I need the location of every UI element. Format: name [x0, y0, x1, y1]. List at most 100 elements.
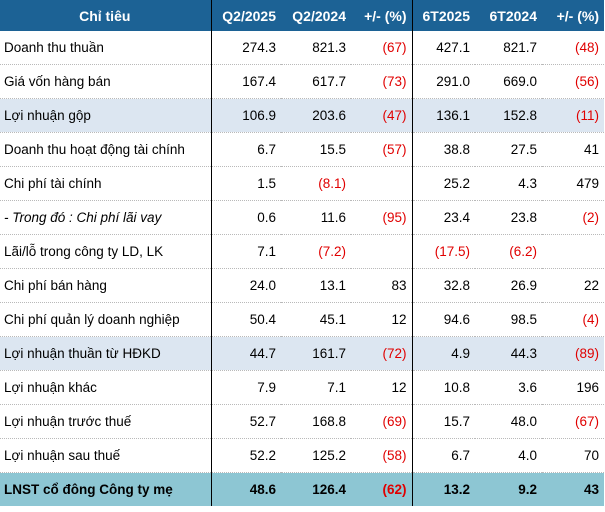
cell-q2-2025: 7.9: [211, 370, 281, 405]
row-label: Doanh thu thuần: [0, 31, 212, 65]
cell-q2-2025: 52.2: [211, 438, 281, 473]
cell-q-change: 83: [351, 268, 413, 303]
cell-q2-2024: (8.1): [281, 166, 351, 201]
cell-q2-2025: 50.4: [211, 302, 281, 337]
table-row: Chi phí bán hàng 24.0 13.1 83 32.8 26.9 22: [0, 268, 604, 303]
cell-6t2024: 44.3: [475, 336, 542, 371]
cell-6t2025: 136.1: [412, 98, 475, 133]
cell-6t2025: 94.6: [412, 302, 475, 337]
cell-6t2025: 38.8: [412, 132, 475, 167]
cell-q2-2025: 44.7: [211, 336, 281, 371]
cell-q-change: (69): [351, 404, 413, 439]
cell-q2-2024: (7.2): [281, 234, 351, 269]
cell-6t2024: 23.8: [475, 200, 542, 235]
header-q-change: +/- (%): [351, 0, 413, 31]
cell-6t-change: (56): [542, 64, 604, 99]
row-label: Lợi nhuận sau thuế: [0, 438, 212, 473]
cell-6t2024: 26.9: [475, 268, 542, 303]
cell-6t2025: 427.1: [412, 31, 475, 65]
row-label: LNST cổ đông Công ty mẹ: [0, 472, 212, 506]
table-row: Lợi nhuận trước thuế 52.7 168.8 (69) 15.7 48.…: [0, 404, 604, 439]
cell-q-change: (73): [351, 64, 413, 99]
cell-q2-2025: 7.1: [211, 234, 281, 269]
row-label: Chi phí bán hàng: [0, 268, 212, 303]
cell-q2-2024: 161.7: [281, 336, 351, 371]
row-label: Lợi nhuận gộp: [0, 98, 212, 133]
header-6t-change: +/- (%): [542, 0, 604, 31]
cell-q2-2024: 125.2: [281, 438, 351, 473]
cell-q2-2024: 45.1: [281, 302, 351, 337]
table-row: Lợi nhuận gộp 106.9 203.6 (47) 136.1 152.8 (11…: [0, 98, 604, 133]
cell-q2-2025: 274.3: [211, 31, 281, 65]
row-label: Doanh thu hoạt động tài chính: [0, 132, 212, 167]
cell-6t2025: 15.7: [412, 404, 475, 439]
cell-q2-2024: 13.1: [281, 268, 351, 303]
cell-q2-2025: 106.9: [211, 98, 281, 133]
cell-6t-change: 70: [542, 438, 604, 473]
cell-6t-change: 41: [542, 132, 604, 167]
header-row: Chỉ tiêu Q2/2025 Q2/2024 +/- (%) 6T2025 …: [0, 0, 604, 31]
cell-6t-change: (11): [542, 98, 604, 133]
table-row: Chi phí quản lý doanh nghiệp 50.4 45.1 12 94…: [0, 302, 604, 337]
row-label: Chi phí quản lý doanh nghiệp: [0, 302, 212, 337]
cell-q2-2025: 0.6: [211, 200, 281, 235]
cell-q2-2024: 126.4: [281, 472, 351, 506]
cell-q2-2024: 617.7: [281, 64, 351, 99]
cell-6t2024: 4.3: [475, 166, 542, 201]
header-6t2025: 6T2025: [412, 0, 475, 31]
table-row: Doanh thu thuần 274.3 821.3 (67) 427.1 821.7(…: [0, 31, 604, 65]
cell-q2-2025: 6.7: [211, 132, 281, 167]
cell-6t-change: 479: [542, 166, 604, 201]
header-6t2024: 6T2024: [475, 0, 542, 31]
cell-6t2024: 9.2: [475, 472, 542, 506]
cell-6t2024: 98.5: [475, 302, 542, 337]
cell-6t2025: 4.9: [412, 336, 475, 371]
table-row: Chi phí tài chính 1.5 (8.1) 25.2 4.3 479: [0, 166, 604, 201]
row-label: - Trong đó : Chi phí lãi vay: [0, 200, 212, 235]
header-q2-2024: Q2/2024: [281, 0, 351, 31]
cell-6t2024: 48.0: [475, 404, 542, 439]
cell-q-change: [351, 234, 413, 269]
cell-q-change: (72): [351, 336, 413, 371]
cell-6t2025: 13.2: [412, 472, 475, 506]
cell-q2-2024: 203.6: [281, 98, 351, 133]
cell-q-change: (58): [351, 438, 413, 473]
table-row: Lãi/lỗ trong công ty LD, LK 7.1 (7.2) (17.5…: [0, 234, 604, 269]
total-row: LNST cổ đông Công ty mẹ 48.6 126.4 (62) 13.2…: [0, 472, 604, 506]
table-row: Lợi nhuận thuần từ HĐKD 44.7 161.7 (72) 4.9 4…: [0, 336, 604, 371]
table-row: Giá vốn hàng bán 167.4 617.7 (73) 291.0 669.0…: [0, 64, 604, 99]
cell-6t-change: (4): [542, 302, 604, 337]
cell-6t-change: (2): [542, 200, 604, 235]
header-q2-2025: Q2/2025: [211, 0, 281, 31]
cell-6t2024: (6.2): [475, 234, 542, 269]
cell-q2-2024: 168.8: [281, 404, 351, 439]
table-row: - Trong đó : Chi phí lãi vay 0.6 11.6 (95) 2…: [0, 200, 604, 235]
cell-6t2025: 291.0: [412, 64, 475, 99]
cell-q2-2025: 48.6: [211, 472, 281, 506]
cell-q2-2025: 24.0: [211, 268, 281, 303]
cell-6t2024: 3.6: [475, 370, 542, 405]
row-label: Lợi nhuận trước thuế: [0, 404, 212, 439]
cell-q2-2024: 15.5: [281, 132, 351, 167]
table-body: Doanh thu thuần 274.3 821.3 (67) 427.1 821.7(…: [0, 31, 604, 506]
cell-6t2025: 32.8: [412, 268, 475, 303]
table-row: Lợi nhuận sau thuế 52.2 125.2 (58) 6.7 4.0 70: [0, 438, 604, 473]
cell-6t-change: (48): [542, 31, 604, 65]
cell-6t2024: 821.7: [475, 31, 542, 65]
cell-q-change: (47): [351, 98, 413, 133]
cell-6t2024: 27.5: [475, 132, 542, 167]
row-label: Giá vốn hàng bán: [0, 64, 212, 99]
row-label: Chi phí tài chính: [0, 166, 212, 201]
cell-q-change: (95): [351, 200, 413, 235]
table-row: Doanh thu hoạt động tài chính 6.7 15.5 (57)…: [0, 132, 604, 167]
cell-q-change: (57): [351, 132, 413, 167]
cell-6t-change: [542, 234, 604, 269]
row-label: Lãi/lỗ trong công ty LD, LK: [0, 234, 212, 269]
cell-6t-change: 196: [542, 370, 604, 405]
cell-6t-change: (89): [542, 336, 604, 371]
cell-6t2024: 4.0: [475, 438, 542, 473]
cell-q2-2025: 1.5: [211, 166, 281, 201]
cell-6t2025: 25.2: [412, 166, 475, 201]
cell-6t2025: 10.8: [412, 370, 475, 405]
